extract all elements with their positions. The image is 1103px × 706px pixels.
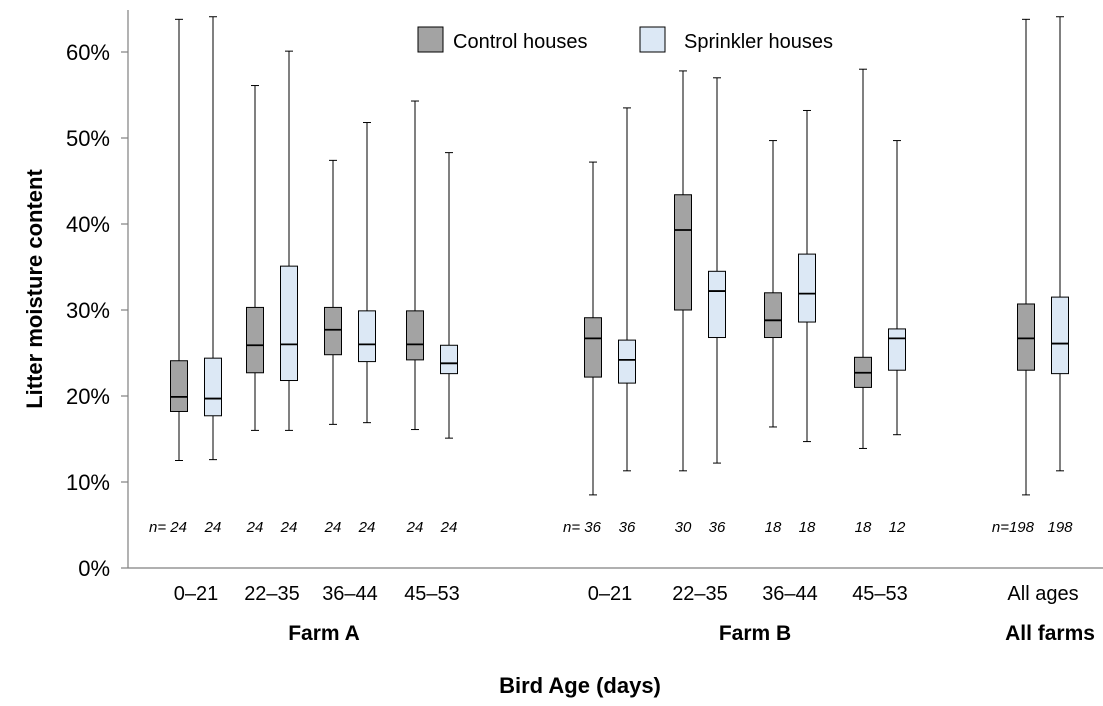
control-box — [246, 306, 264, 374]
y-axis-title: Litter moisture content — [22, 169, 47, 409]
control-box — [674, 194, 692, 311]
control-box — [170, 360, 188, 412]
control-box — [1017, 303, 1035, 371]
group-label: Farm B — [719, 622, 791, 645]
sprinkler-box — [798, 253, 816, 323]
n-label-control: 18 — [855, 519, 872, 536]
n-label-sprinkler: 24 — [440, 519, 458, 536]
y-tick-label: 20% — [66, 384, 110, 409]
n-label-sprinkler: 36 — [619, 519, 636, 536]
group-label: Farm A — [288, 622, 360, 645]
sprinkler-box — [358, 310, 376, 363]
n-label-sprinkler: 24 — [358, 519, 376, 536]
group-label: All farms — [1005, 622, 1095, 645]
sprinkler-box — [204, 357, 222, 417]
x-tick-label: 0–21 — [174, 583, 219, 605]
legend-swatch — [639, 26, 666, 53]
x-tick-label: 45–53 — [852, 583, 908, 605]
n-label-control: n= 24 — [149, 519, 187, 536]
control-box — [406, 310, 424, 361]
x-tick-label: 36–44 — [762, 583, 818, 605]
y-tick-label: 50% — [66, 126, 110, 151]
n-label-control: 24 — [406, 519, 424, 536]
x-tick-label: 36–44 — [322, 583, 378, 605]
n-label-control: 18 — [765, 519, 782, 536]
sprinkler-box — [888, 328, 906, 371]
legend-label: Sprinkler houses — [684, 31, 833, 53]
sprinkler-box — [618, 339, 636, 384]
sprinkler-box — [708, 270, 726, 339]
n-label-control: n= 36 — [563, 519, 602, 536]
y-tick-label: 40% — [66, 212, 110, 237]
n-label-control: n=198 — [992, 519, 1035, 536]
sprinkler-box — [1051, 296, 1069, 375]
n-label-sprinkler: 24 — [204, 519, 222, 536]
n-label-control: 30 — [675, 519, 692, 536]
n-label-sprinkler: 12 — [889, 519, 906, 536]
n-label-sprinkler: 24 — [280, 519, 298, 536]
x-tick-label: 22–35 — [244, 583, 300, 605]
y-tick-label: 10% — [66, 470, 110, 495]
n-label-sprinkler: 36 — [709, 519, 726, 536]
y-tick-label: 0% — [78, 556, 110, 581]
n-label-sprinkler: 18 — [799, 519, 816, 536]
control-box — [584, 317, 602, 378]
n-label-sprinkler: 198 — [1047, 519, 1073, 536]
x-axis-title: Bird Age (days) — [499, 673, 661, 698]
control-box — [764, 292, 782, 339]
legend-swatch — [417, 26, 444, 53]
n-label-control: 24 — [246, 519, 264, 536]
sprinkler-box — [440, 344, 458, 375]
control-box — [324, 306, 342, 356]
x-tick-label: 45–53 — [404, 583, 460, 605]
sprinkler-box — [280, 265, 298, 382]
y-tick-label: 60% — [66, 40, 110, 65]
legend-label: Control houses — [453, 31, 588, 53]
x-tick-label: 22–35 — [672, 583, 728, 605]
x-tick-label: 0–21 — [588, 583, 633, 605]
n-label-control: 24 — [324, 519, 342, 536]
y-tick-label: 30% — [66, 298, 110, 323]
x-tick-label: All ages — [1007, 583, 1078, 605]
